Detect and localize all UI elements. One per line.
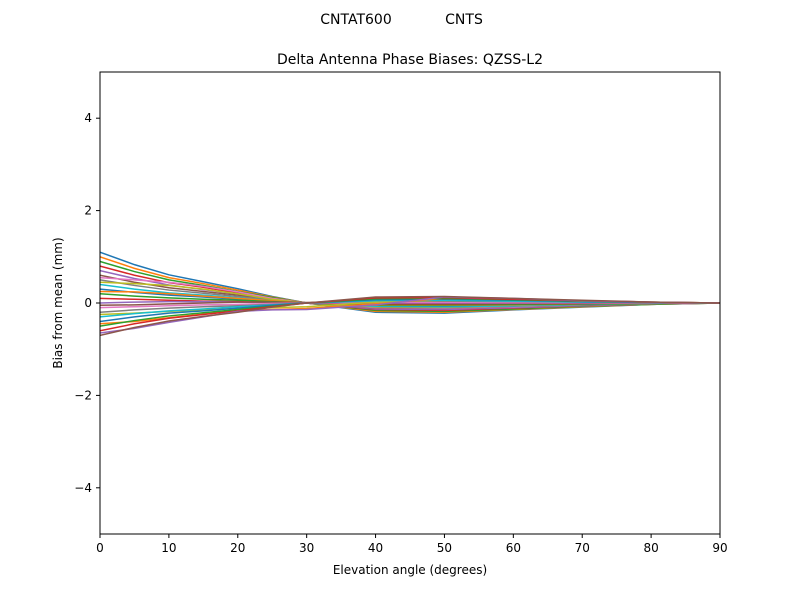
x-axis-label: Elevation angle (degrees)	[333, 563, 487, 577]
x-tick-label: 20	[230, 541, 245, 555]
x-tick-label: 60	[506, 541, 521, 555]
series-line-25	[100, 295, 720, 337]
x-tick-label: 0	[96, 541, 104, 555]
x-tick-label: 80	[643, 541, 658, 555]
x-tick-label: 70	[575, 541, 590, 555]
suptitle-left: CNTAT600	[320, 12, 391, 28]
y-tick-label: 2	[84, 204, 92, 218]
y-tick-label: −2	[74, 388, 92, 402]
x-tick-label: 30	[299, 541, 314, 555]
series-lines	[100, 251, 720, 337]
x-tick-label: 10	[161, 541, 176, 555]
y-tick-label: −4	[74, 481, 92, 495]
x-tick-label: 50	[437, 541, 452, 555]
y-axis-label: Bias from mean (mm)	[51, 237, 65, 368]
x-axis: 0 10 20 30 40 50 60 70 80 90	[96, 534, 728, 555]
y-tick-label: 4	[84, 111, 92, 125]
chart-title: Delta Antenna Phase Biases: QZSS-L2	[277, 52, 543, 68]
y-tick-label: 0	[84, 296, 92, 310]
x-tick-label: 40	[368, 541, 383, 555]
suptitle-right: CNTS	[445, 12, 483, 28]
x-tick-label: 90	[712, 541, 727, 555]
y-axis: −4 −2 0 2 4	[74, 111, 100, 495]
